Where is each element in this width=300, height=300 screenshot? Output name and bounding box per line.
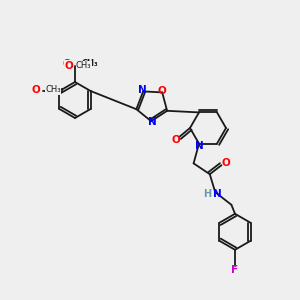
Text: O: O bbox=[221, 158, 230, 168]
Text: O: O bbox=[63, 59, 71, 69]
Text: N: N bbox=[213, 189, 222, 199]
Text: O: O bbox=[32, 85, 40, 95]
Text: O: O bbox=[172, 135, 181, 145]
Text: O: O bbox=[64, 61, 74, 71]
Text: O: O bbox=[158, 86, 167, 96]
Text: O: O bbox=[31, 84, 39, 94]
Text: CH₃: CH₃ bbox=[47, 85, 64, 94]
Text: N: N bbox=[138, 85, 147, 95]
Text: N: N bbox=[148, 117, 157, 127]
Text: CH₃: CH₃ bbox=[82, 59, 99, 68]
Text: CH₃: CH₃ bbox=[45, 85, 61, 94]
Text: N: N bbox=[195, 141, 203, 151]
Text: CH₃: CH₃ bbox=[76, 61, 92, 70]
Text: F: F bbox=[231, 265, 239, 275]
Text: H: H bbox=[203, 189, 211, 199]
